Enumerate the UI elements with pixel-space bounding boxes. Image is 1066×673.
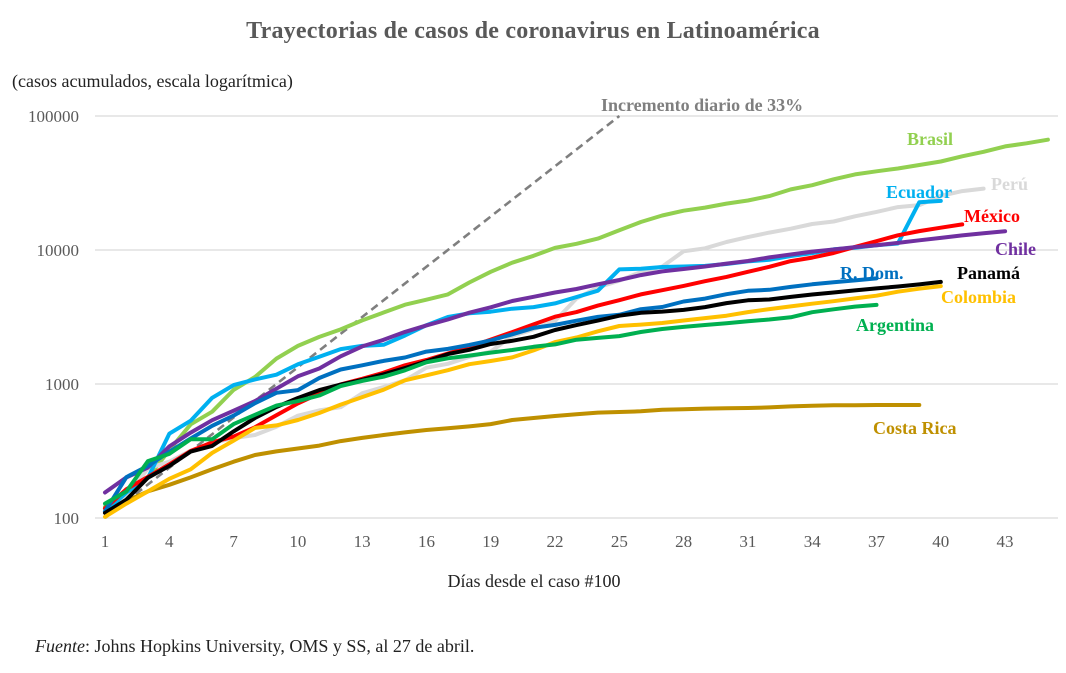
x-tick-label: 1 — [101, 532, 110, 551]
reference-line-label: Incremento diario de 33% — [601, 95, 803, 115]
x-tick-label: 22 — [547, 532, 564, 551]
x-tick-label: 40 — [932, 532, 949, 551]
x-axis-title: Días desde el caso #100 — [448, 571, 621, 591]
x-tick-label: 34 — [804, 532, 822, 551]
x-tick-label: 7 — [229, 532, 238, 551]
gridlines — [95, 115, 1058, 519]
y-tick-label: 10000 — [37, 241, 80, 260]
x-tick-label: 4 — [165, 532, 174, 551]
series-label-panama: Panamá — [957, 263, 1020, 283]
chart-subtitle: (casos acumulados, escala logarítmica) — [12, 71, 293, 91]
series-line-brasil — [103, 137, 1050, 509]
series-line-mexico — [103, 222, 965, 511]
x-tick-label: 28 — [675, 532, 692, 551]
source-text: : Johns Hopkins University, OMS y SS, al… — [84, 636, 475, 656]
chart-title: Trayectorias de casos de coronavirus en … — [246, 18, 820, 44]
series-label-brasil: Brasil — [907, 129, 953, 149]
x-tick-label: 16 — [418, 532, 435, 551]
series-line-ecuador — [103, 198, 943, 514]
series-line-colombia — [103, 284, 943, 519]
x-tick-label: 25 — [611, 532, 628, 551]
y-tick-label: 100000 — [28, 107, 79, 126]
y-tick-label: 1000 — [45, 375, 79, 394]
series-label-colombia: Colombia — [941, 287, 1016, 307]
series-label-mexico: México — [964, 206, 1020, 226]
series-label-costa-rica: Costa Rica — [873, 418, 957, 438]
series-line-argentina — [103, 302, 879, 506]
series-label-r-dom: R. Dom. — [840, 263, 904, 283]
x-tick-label: 19 — [482, 532, 499, 551]
series-labels: Brasil Perú Ecuador México Chile R. Dom. Panam… — [840, 129, 1036, 438]
series-label-ecuador: Ecuador — [886, 182, 952, 202]
x-axis-ticks: 1 4 7 10 13 16 19 22 25 28 31 34 37 40 43 — [101, 532, 1014, 551]
series-lines — [103, 137, 1050, 519]
y-tick-label: 100 — [54, 509, 80, 528]
x-tick-label: 13 — [354, 532, 371, 551]
source-prefix: Fuente — [35, 636, 85, 656]
source-note: Fuente: Johns Hopkins University, OMS y … — [35, 636, 474, 657]
x-tick-label: 10 — [289, 532, 306, 551]
series-line-costa-rica — [103, 403, 922, 511]
series-line-r-dom — [103, 276, 879, 514]
series-line-panama — [103, 279, 943, 515]
series-label-chile: Chile — [995, 239, 1036, 259]
x-tick-label: 37 — [868, 532, 886, 551]
x-tick-label: 31 — [739, 532, 756, 551]
series-label-argentina: Argentina — [856, 315, 934, 335]
series-label-peru: Perú — [991, 174, 1028, 194]
x-tick-label: 43 — [997, 532, 1014, 551]
y-axis-ticks: 100 1000 10000 100000 — [28, 107, 79, 528]
